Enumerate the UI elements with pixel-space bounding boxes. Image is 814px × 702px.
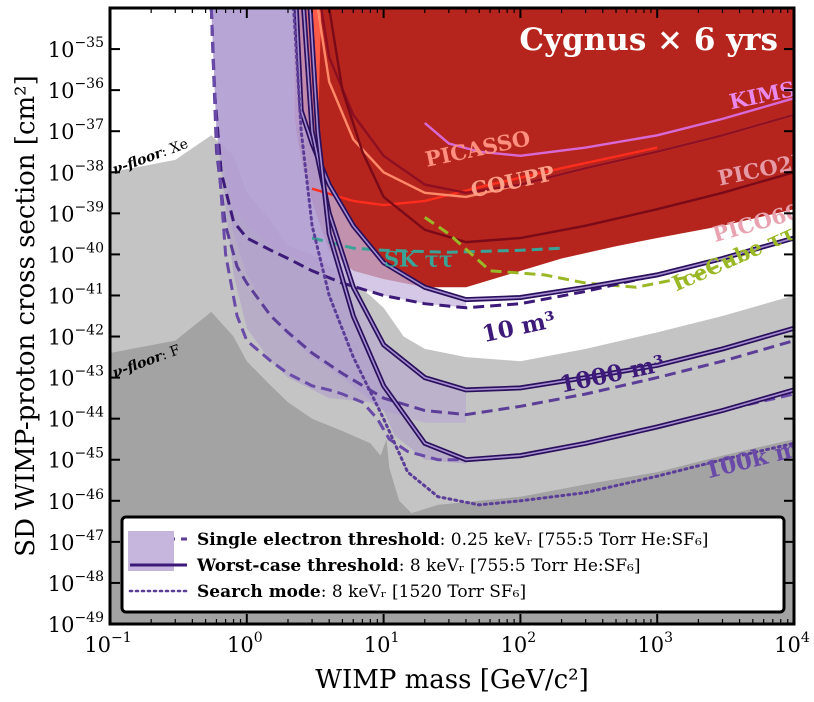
x-tick-label: 100: [227, 630, 263, 657]
series-PICO60: [328, 8, 794, 244]
series-SK-ττ: [311, 236, 562, 254]
region-cygnus-band-100km3: [211, 8, 466, 464]
x-tick-label: 101: [364, 630, 400, 657]
y-tick-label: 10−44: [48, 405, 104, 432]
legend-box: [120, 515, 786, 614]
series-layer: [209, 8, 794, 507]
series-search-mode: [292, 8, 794, 507]
y-tick-label: 10−39: [48, 199, 104, 226]
series-1000-m3-single-electron: [209, 8, 794, 417]
plot-frame: [108, 6, 796, 626]
y-tick-label: 10−38: [48, 158, 104, 185]
y-tick-label: 10−48: [48, 569, 104, 596]
label-sk: SK ττ: [384, 247, 453, 272]
x-tick-label: 104: [774, 630, 810, 657]
y-tick-label: 10−45: [48, 446, 104, 473]
y-tick-label: 10−40: [48, 240, 104, 267]
x-tick-label: 103: [637, 630, 673, 657]
legend: Single electron threshold: 0.25 keVᵣ [75…: [120, 515, 786, 614]
x-axis-title: WIMP mass [GeV/c²]: [315, 665, 588, 695]
series-100k-m3-worst-case: [309, 8, 794, 461]
series-100k-m3-single-electron: [209, 8, 794, 462]
y-tick-label: 10−42: [48, 323, 104, 350]
chart-title: Cygnus × 6 yrs: [519, 22, 778, 58]
series-PICASSO: [311, 146, 658, 207]
legend-label-single-electron: Single electron threshold: 0.25 keVᵣ [75…: [197, 530, 708, 550]
y-tick-label: 10−41: [48, 281, 104, 308]
y-tick-label: 10−43: [48, 364, 104, 391]
y-tick-label: 10−47: [48, 528, 104, 555]
y-tick-label: 10−46: [48, 487, 104, 514]
y-tick-label: 10−37: [48, 117, 104, 144]
axis-ticks: 10−1 100 101 102 103 104 10−49 10−48 10−47 10−46 1…: [48, 8, 810, 657]
y-tick-label: 10−35: [48, 35, 104, 62]
region-red-excluded: [293, 8, 794, 288]
y-tick-label: 10−36: [48, 76, 104, 103]
legend-label-worst-case: Worst-case threshold: 8 keVᵣ [755:5 Torr…: [196, 556, 641, 576]
y-axis-title: SD WIMP-proton cross section [cm²]: [11, 75, 41, 556]
x-tick-label: 10−1: [84, 630, 131, 657]
x-tick-label: 102: [501, 630, 537, 657]
series-KIMS: [424, 97, 794, 158]
y-tick-label: 10−49: [48, 610, 104, 637]
series-10-m3-worst-case: [295, 8, 794, 301]
legend-label-search-mode: Search mode: 8 keVᵣ [1520 Torr SF₆]: [197, 582, 526, 602]
